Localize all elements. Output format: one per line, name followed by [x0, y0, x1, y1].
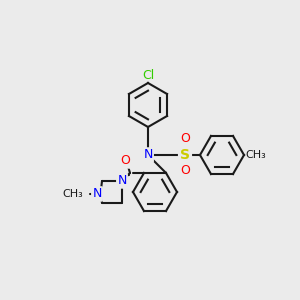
- Text: N: N: [143, 148, 153, 161]
- Text: O: O: [120, 154, 130, 167]
- Text: CH₃: CH₃: [245, 150, 266, 160]
- Text: Cl: Cl: [142, 69, 154, 82]
- Text: O: O: [180, 133, 190, 146]
- Text: N: N: [92, 188, 102, 200]
- Text: N: N: [117, 174, 127, 188]
- Text: S: S: [180, 148, 190, 162]
- Text: O: O: [180, 164, 190, 178]
- Text: CH₃: CH₃: [62, 189, 83, 199]
